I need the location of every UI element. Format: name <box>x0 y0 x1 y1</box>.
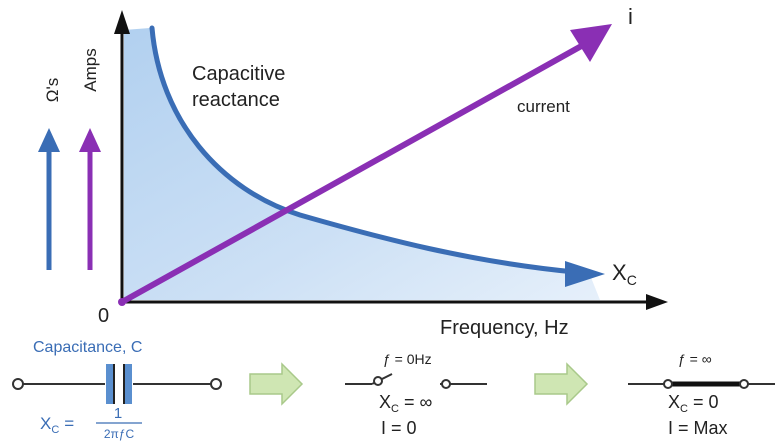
ohms-unit-arrow <box>38 128 60 270</box>
open-circuit-symbol <box>345 373 487 389</box>
y-axis <box>114 10 130 302</box>
x-axis-label: Frequency, Hz <box>440 317 569 339</box>
formula-denominator: 2πƒC <box>104 427 135 441</box>
capacitor-symbol <box>12 364 222 404</box>
zero-freq-xc: XC = ∞ <box>379 392 432 415</box>
x-axis <box>122 294 668 310</box>
zero-freq-label: ƒ = 0Hz <box>383 351 432 367</box>
right-arrow-icon <box>249 362 304 406</box>
svg-text:XC=: XC = <box>40 414 74 436</box>
current-symbol: i <box>628 4 633 29</box>
formula-numerator: 1 <box>114 405 122 422</box>
origin-label: 0 <box>98 305 109 327</box>
reactance-formula: XC = 1 2πƒC <box>40 405 142 441</box>
amps-unit-label: Amps <box>81 48 100 91</box>
xc-subscript: C <box>627 272 637 288</box>
short-circuit-symbol <box>628 379 775 389</box>
inf-freq-current: I = Max <box>668 418 728 438</box>
xc-symbol: XC <box>612 260 637 288</box>
zero-freq-current: I = 0 <box>381 418 417 438</box>
inf-freq-label: ƒ = ∞ <box>678 351 712 367</box>
origin-point <box>118 298 126 306</box>
right-arrow-icon <box>534 362 589 406</box>
reactance-label-line2: reactance <box>192 89 280 111</box>
current-line <box>119 24 612 305</box>
current-label: current <box>517 97 570 116</box>
capacitance-title: Capacitance, C <box>33 339 142 356</box>
reactance-label-line1: Capacitive <box>192 63 285 85</box>
reactance-curve <box>149 25 605 287</box>
inf-freq-xc: XC = 0 <box>668 392 719 415</box>
ohms-unit-label: Ω's <box>43 78 62 102</box>
amps-unit-arrow <box>79 128 101 270</box>
